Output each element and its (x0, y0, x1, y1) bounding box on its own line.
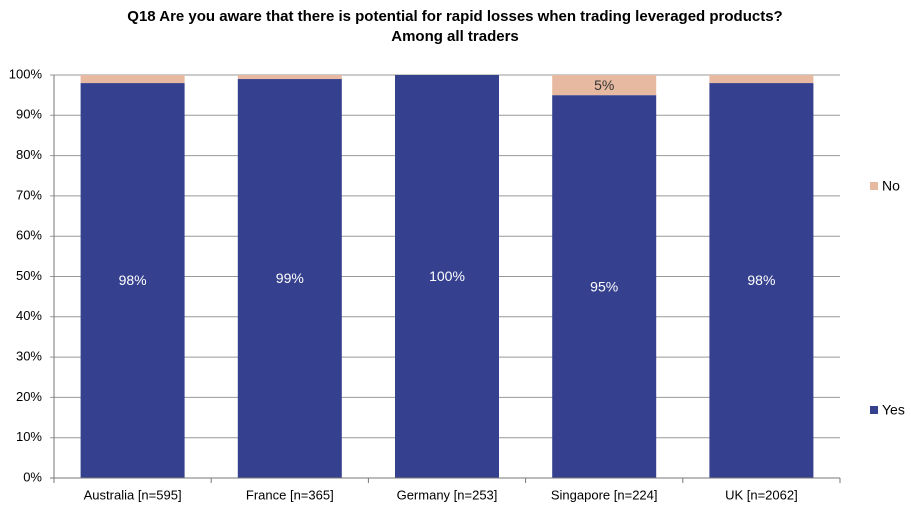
y-tick-label: 80% (16, 147, 42, 162)
bar-segment (80, 83, 185, 478)
bar-segment (709, 75, 814, 84)
bar-segment (237, 79, 342, 478)
y-tick-label: 60% (16, 228, 42, 243)
y-tick-label: 20% (16, 389, 42, 404)
bar-segment (237, 75, 342, 80)
bar-segment (395, 75, 499, 478)
legend-swatch (870, 406, 878, 414)
x-tick-label: France [n=365] (246, 487, 334, 502)
chart-subtitle: Among all traders (391, 28, 519, 45)
y-tick-label: 90% (16, 107, 42, 122)
y-tick-label: 70% (16, 187, 42, 202)
y-tick-label: 100% (9, 66, 43, 81)
data-label: 95% (590, 278, 618, 294)
legend-label: No (882, 178, 900, 194)
data-label: 100% (429, 268, 465, 284)
data-label: 99% (276, 270, 304, 286)
x-tick-label: Germany [n=253] (397, 487, 498, 502)
y-tick-label: 30% (16, 349, 42, 364)
bar-segment (552, 95, 657, 479)
y-tick-label: 50% (16, 268, 42, 283)
bar-segment (552, 75, 657, 96)
x-tick-label: Singapore [n=224] (551, 487, 658, 502)
bar-segment (709, 83, 814, 478)
y-tick-label: 0% (23, 469, 42, 484)
y-tick-label: 10% (16, 429, 42, 444)
data-label: 98% (747, 272, 775, 288)
x-tick-label: UK [n=2062] (725, 487, 798, 502)
legend-label: Yes (882, 402, 905, 418)
data-label: 98% (119, 272, 147, 288)
bar-segment (80, 75, 185, 84)
chart-title: Q18 Are you aware that there is potentia… (127, 8, 782, 25)
legend-swatch (870, 182, 878, 190)
y-tick-label: 40% (16, 308, 42, 323)
x-tick-label: Australia [n=595] (84, 487, 182, 502)
data-label: 5% (594, 77, 614, 93)
